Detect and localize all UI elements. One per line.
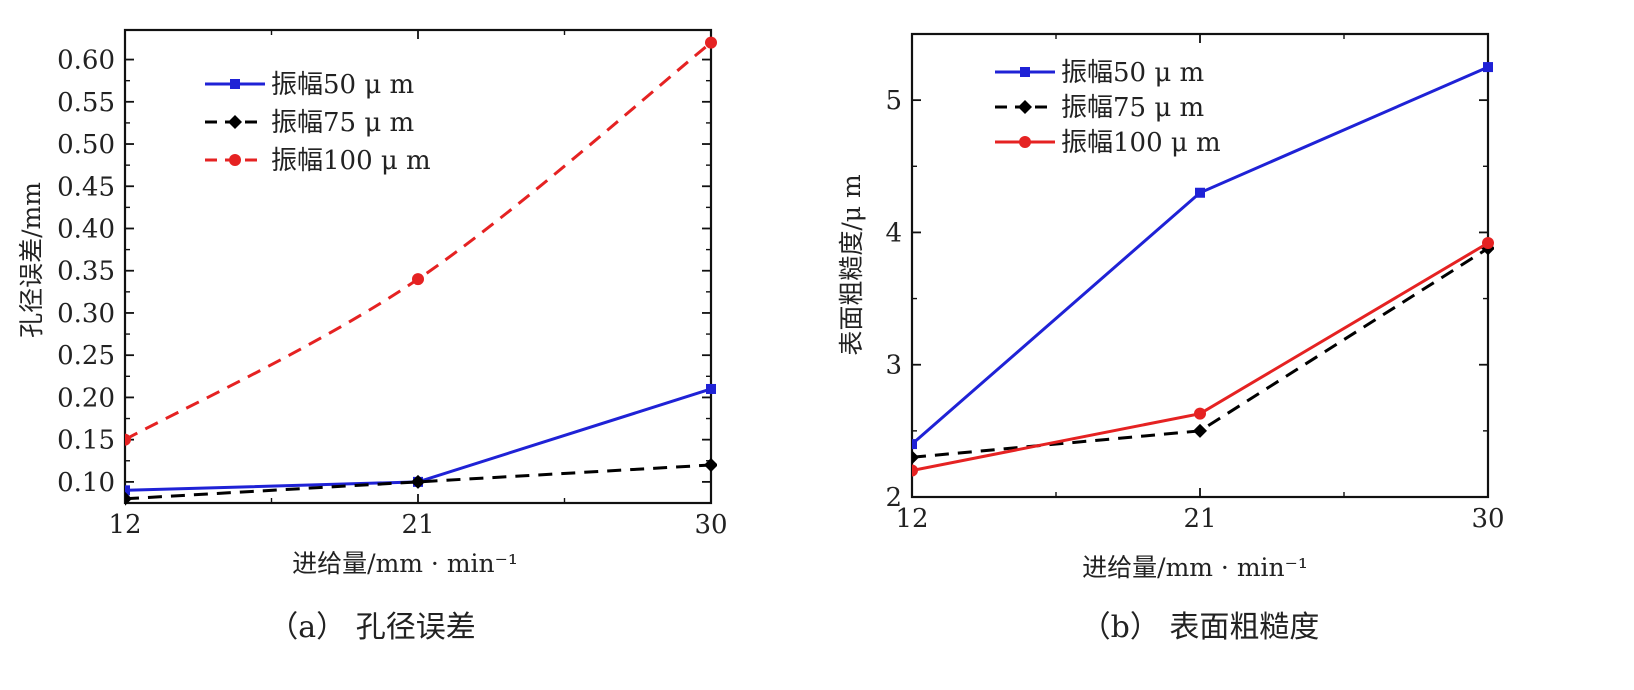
legend-marker-0 [1020, 67, 1030, 77]
data-point-s2-0 [912, 464, 918, 477]
data-point-s1-0 [912, 450, 919, 465]
legend-marker-0 [230, 79, 240, 89]
data-point-s2-1 [412, 273, 424, 286]
legend-label-2: 振幅100 μ m [271, 146, 431, 176]
data-point-s1-1 [411, 474, 425, 489]
x-tick-label: 12 [895, 504, 928, 534]
legend-label-1: 振幅75 μ m [271, 108, 414, 138]
data-point-s1-1 [1193, 423, 1207, 438]
data-point-s0-2 [706, 383, 716, 394]
series-line-0 [912, 65, 1489, 446]
y-tick-label: 0.10 [57, 468, 115, 498]
x-tick-label: 12 [108, 510, 141, 540]
y-tick-label: 0.60 [57, 46, 115, 76]
y-axis-label: 表面粗糙度/μ m [837, 174, 866, 356]
y-tick-label: 2 [885, 483, 902, 513]
data-point-s1-2 [704, 457, 717, 472]
x-tick-label: 21 [401, 510, 434, 540]
figure-caption: （a） 孔径误差 [268, 610, 475, 645]
y-tick-label: 4 [885, 218, 902, 248]
series-line-1 [125, 463, 712, 501]
x-axis-label: 进给量/mm · min⁻¹ [292, 549, 518, 578]
chart-panel-a: 0.10 0.15 0.20 0.25 0.30 0.35 0.40 0.45 0.50 0.55… [17, 28, 728, 645]
figure-caption: （b） 表面粗糙度 [1081, 610, 1320, 645]
legend: 振幅50 μ m 振幅75 μ m 振幅100 μ m [205, 70, 431, 176]
plot-frame [123, 28, 713, 505]
y-tick-label: 5 [885, 86, 902, 116]
data-point-s2-2 [705, 36, 717, 49]
y-axis-label: 孔径误差/mm [17, 182, 46, 338]
x-tick-label: 21 [1183, 504, 1216, 534]
y-tick-label: 0.20 [57, 383, 115, 413]
y-tick-label: 0.40 [57, 214, 115, 244]
legend-label-0: 振幅50 μ m [1061, 58, 1204, 88]
y-tick-label: 0.50 [57, 130, 115, 160]
data-point-s2-1 [1194, 407, 1206, 420]
data-point-s0-0 [912, 439, 917, 450]
legend-label-0: 振幅50 μ m [271, 70, 414, 100]
y-tick-label: 0.45 [57, 172, 115, 202]
plot-area [912, 62, 1494, 477]
y-tick-label: 0.25 [57, 341, 115, 371]
legend-marker-1 [228, 115, 242, 129]
y-tick-label: 0.15 [57, 426, 115, 456]
y-tick-label: 3 [885, 351, 902, 381]
x-tick-label: 30 [1471, 504, 1504, 534]
plot-area [125, 36, 717, 506]
y-tick-label: 0.35 [57, 257, 115, 287]
chart-panel-b: 2 3 4 5 12 21 30 振幅50 μ m 振幅75 μ m 振幅100 μ m 进给量/m… [837, 32, 1505, 645]
data-point-s2-2 [1482, 237, 1494, 250]
data-point-s0-2 [1483, 62, 1493, 73]
legend-marker-1 [1018, 100, 1032, 114]
legend-marker-2 [1019, 136, 1031, 148]
legend-label-1: 振幅75 μ m [1061, 93, 1204, 123]
data-point-s2-0 [125, 433, 131, 446]
series-line-2 [125, 41, 712, 441]
legend-marker-2 [229, 154, 241, 166]
data-point-s0-0 [125, 485, 130, 496]
legend: 振幅50 μ m 振幅75 μ m 振幅100 μ m [995, 58, 1221, 158]
data-point-s1-0 [125, 491, 132, 506]
x-tick-label: 30 [694, 510, 727, 540]
y-tick-label: 0.30 [57, 299, 115, 329]
data-point-s0-1 [1195, 187, 1205, 198]
legend-label-2: 振幅100 μ m [1061, 128, 1221, 158]
x-axis-label: 进给量/mm · min⁻¹ [1082, 553, 1308, 582]
y-tick-label: 0.55 [57, 88, 115, 118]
